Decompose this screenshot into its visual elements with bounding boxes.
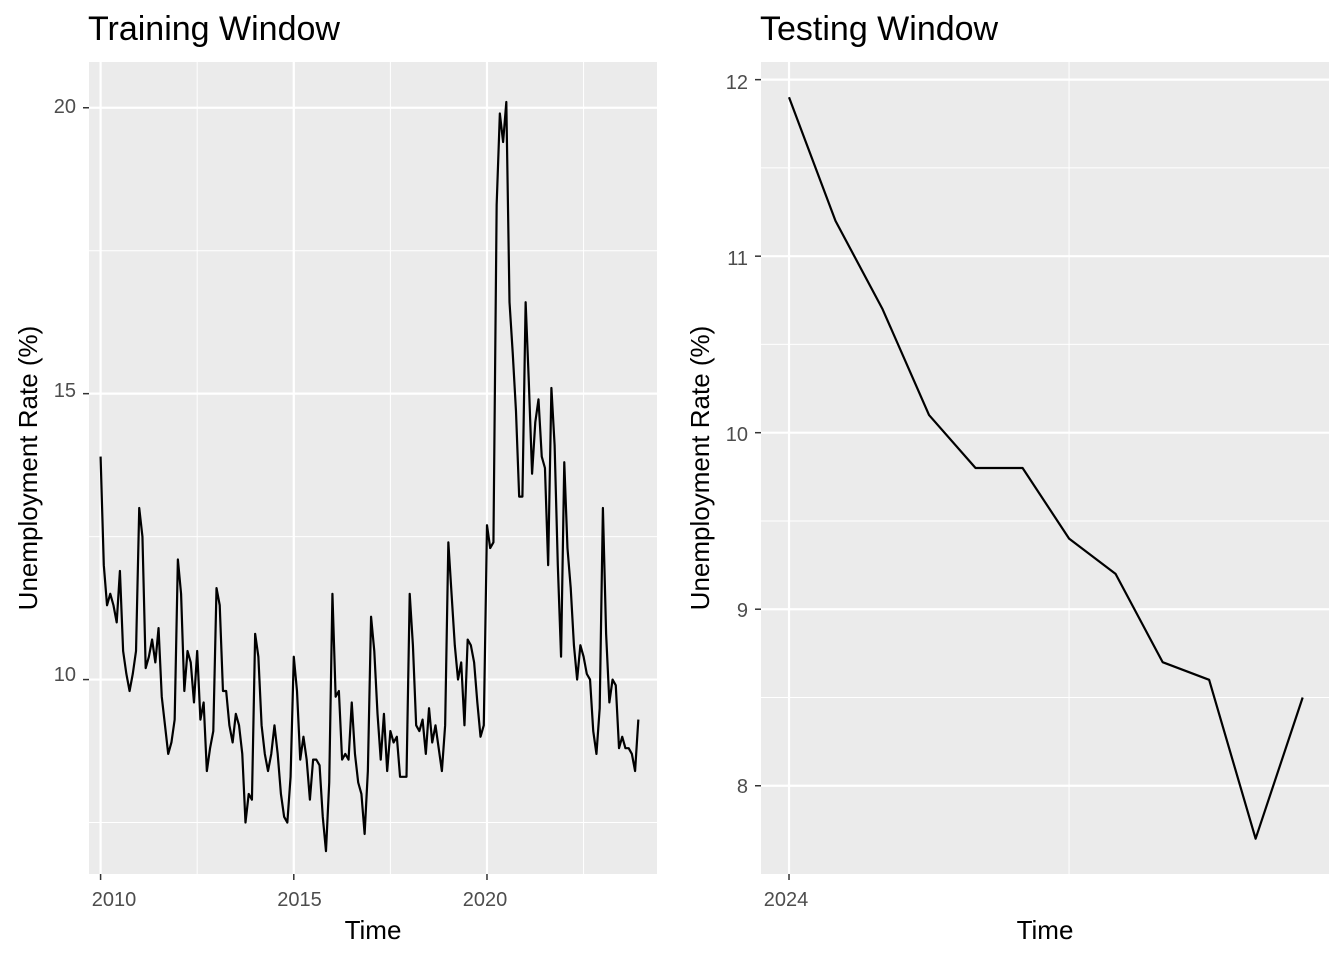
training-series-line [99, 100, 640, 853]
testing-y-tick-labels: 8 9 10 11 12 [726, 72, 748, 798]
training-minor-gridlines [89, 62, 657, 874]
training-window-title: Training Window [88, 10, 340, 48]
testing-x-tick-label: 2024 [764, 889, 809, 911]
testing-y-tick-label: 11 [727, 248, 748, 270]
training-plot-background [89, 62, 657, 874]
training-y-tick-label: 20 [54, 96, 76, 118]
training-axis-ticks [83, 106, 488, 880]
testing-y-tick-label: 10 [726, 424, 748, 446]
testing-axis-ticks [755, 78, 790, 880]
testing-y-tick-label: 9 [737, 600, 748, 622]
training-x-tick-labels: 2010 2015 2020 [92, 889, 508, 911]
testing-plot-background [761, 62, 1329, 874]
training-major-gridlines [89, 62, 657, 874]
testing-x-tick-labels: 2024 [764, 889, 809, 911]
training-x-axis-title: Time [345, 915, 402, 945]
testing-window-title: Testing Window [760, 10, 999, 48]
training-y-tick-label: 15 [54, 380, 76, 402]
testing-major-gridlines [761, 62, 1329, 874]
training-window-panel: Training Window 2010 2015 2020 10 15 20 … [13, 10, 657, 945]
testing-series-line [787, 96, 1304, 840]
testing-window-panel: Testing Window 2024 8 9 10 11 12 Time Un… [685, 10, 1329, 945]
testing-y-tick-label: 8 [737, 776, 748, 798]
training-y-axis-title: Unemployment Rate (%) [13, 326, 43, 611]
testing-y-axis-title: Unemployment Rate (%) [685, 326, 715, 611]
testing-x-axis-title: Time [1017, 915, 1074, 945]
training-x-tick-label: 2015 [277, 889, 322, 911]
training-x-tick-label: 2010 [92, 889, 137, 911]
testing-y-tick-label: 12 [726, 72, 748, 94]
testing-minor-gridlines [761, 62, 1329, 874]
training-x-tick-label: 2020 [463, 889, 508, 911]
training-y-tick-label: 10 [54, 664, 76, 686]
training-y-tick-labels: 10 15 20 [54, 96, 76, 686]
